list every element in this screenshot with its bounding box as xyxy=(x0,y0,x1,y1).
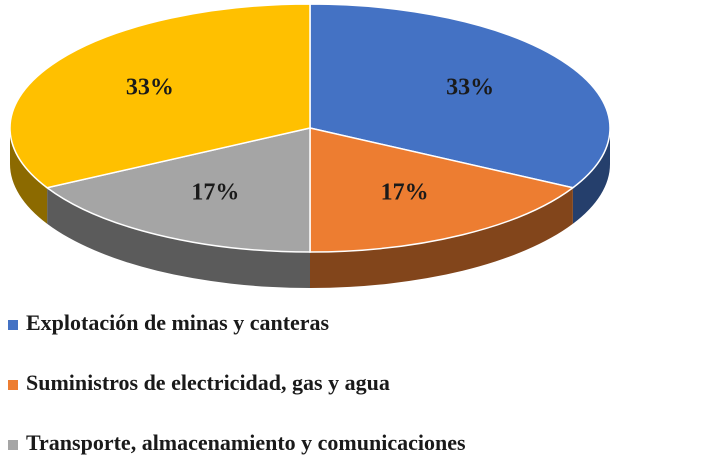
slice-side xyxy=(310,187,573,288)
legend-label: Suministros de electricidad, gas y agua xyxy=(26,370,390,395)
legend-marker xyxy=(8,380,18,390)
slice xyxy=(309,127,575,253)
slice xyxy=(9,3,311,189)
slice-side xyxy=(10,128,48,224)
slice-side xyxy=(572,128,610,224)
data-label: 33% xyxy=(126,74,174,100)
slice xyxy=(309,3,611,189)
slice xyxy=(45,127,311,253)
data-label: 17% xyxy=(191,180,239,206)
legend-label: Explotación de minas y canteras xyxy=(26,310,330,335)
legend-marker xyxy=(8,440,18,450)
data-label: 33% xyxy=(446,74,494,100)
legend-marker xyxy=(8,320,18,330)
legend-label: Transporte, almacenamiento y comunicacio… xyxy=(26,430,466,455)
slice-side xyxy=(47,187,310,288)
data-label: 17% xyxy=(381,180,429,206)
